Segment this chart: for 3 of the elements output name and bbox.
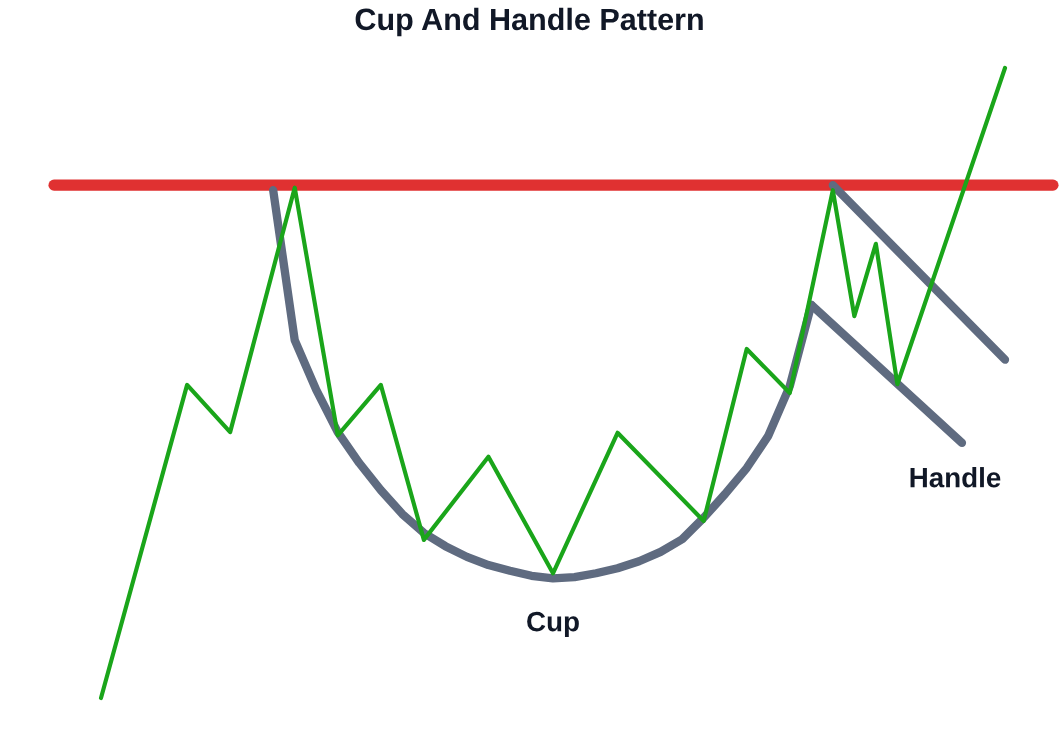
- annotation: Handle: [910, 467, 1001, 488]
- chart-title: Cup And Handle Pattern: [355, 7, 703, 37]
- annotation: Cup: [527, 611, 579, 637]
